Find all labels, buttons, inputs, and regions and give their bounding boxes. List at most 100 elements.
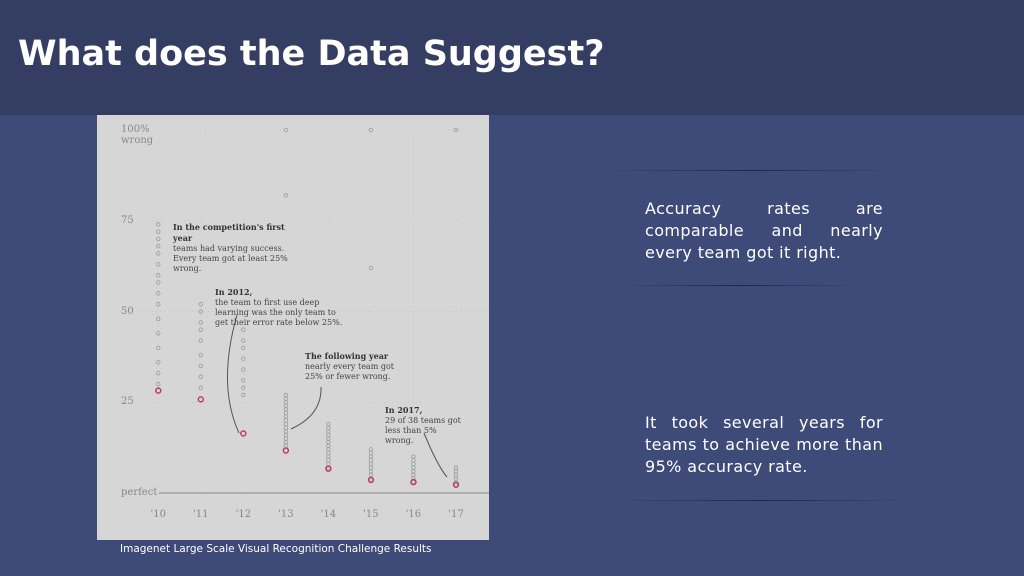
chart: [120, 127, 489, 494]
arrows: [227, 314, 448, 478]
title: What does the Data Suggest?: [18, 34, 605, 74]
annotation-bold: In the competition's first year: [173, 222, 285, 243]
point: [411, 469, 416, 474]
point: [197, 396, 205, 403]
annotation-bold: The following year: [305, 351, 389, 361]
point: [156, 381, 161, 387]
caption: Imagenet Large Scale Visual Recognition …: [120, 543, 432, 555]
point: [453, 469, 459, 474]
point: [368, 458, 374, 463]
annotation-text: teams had varying success. Every team go…: [173, 244, 288, 273]
header: [0, 0, 1024, 115]
x-tick-label: '10: [150, 509, 166, 520]
point: [241, 385, 246, 390]
point: [326, 421, 331, 427]
point: [156, 280, 161, 285]
x-tick-label: '12: [235, 509, 252, 520]
point: [198, 327, 204, 332]
point: [326, 454, 331, 459]
point: [156, 345, 161, 350]
point: [198, 352, 204, 358]
annotation: The following year nearly every team got …: [305, 351, 405, 382]
point: [368, 447, 374, 452]
arrow: [290, 386, 322, 430]
arrow: [227, 314, 240, 434]
point: [283, 418, 289, 423]
y-tick-label: 100% wrong: [121, 124, 154, 146]
point: [241, 367, 246, 372]
point: [282, 447, 290, 454]
point: [198, 309, 204, 314]
point: [368, 265, 374, 271]
point: [155, 387, 162, 394]
x-tick-label: '15: [363, 509, 379, 520]
annotation: In the competition's first year teams had…: [173, 222, 293, 274]
point: [368, 454, 374, 459]
point: [325, 465, 332, 472]
y-tick-label: 50: [121, 305, 134, 317]
point: [240, 430, 247, 437]
point: [452, 481, 460, 488]
point: [283, 127, 289, 133]
annotation-text: 29 of 38 teams got less than 5% wrong.: [385, 416, 461, 445]
point: [156, 371, 161, 376]
point: [283, 403, 289, 409]
x-tick-label: '11: [193, 509, 209, 520]
point: [156, 251, 161, 256]
point: [368, 127, 374, 133]
point: [156, 316, 161, 321]
note: Accuracy rates are comparable and nearly…: [645, 199, 883, 262]
point: [453, 127, 459, 133]
point: [410, 478, 417, 486]
point: [411, 454, 416, 459]
note: It took several years for teams to achie…: [645, 413, 883, 476]
point: [198, 363, 204, 369]
point: [156, 222, 161, 227]
y-tick-label: 25: [121, 396, 134, 408]
point: [156, 272, 161, 278]
divider: [615, 285, 865, 286]
x-tick-label: '14: [320, 509, 337, 520]
annotation-bold: In 2017,: [385, 405, 423, 415]
point: [241, 327, 246, 332]
x-tick-label: '13: [278, 509, 294, 520]
point: [241, 356, 246, 361]
arrow: [423, 432, 448, 478]
point: [283, 193, 289, 198]
point: [453, 465, 459, 470]
x-tick-label: '16: [405, 509, 422, 520]
annotation: In 2012, the team to first use deep learn…: [215, 287, 345, 328]
point: [241, 392, 246, 398]
point: [156, 302, 161, 307]
point: [198, 302, 204, 307]
annotation-bold: In 2012,: [215, 287, 253, 297]
point: [198, 320, 204, 325]
y-tick-label: perfect: [121, 487, 158, 498]
x-tick-label: '17: [448, 509, 464, 520]
point: [368, 469, 374, 474]
point: [156, 243, 161, 249]
divider: [612, 500, 912, 501]
chart-image: perfect 25 50 75 100% wrong '10 '11 '12 '13 '14 '1…: [97, 115, 489, 540]
point: [156, 360, 161, 365]
point: [326, 443, 331, 449]
point: [156, 236, 161, 242]
point: [156, 331, 161, 336]
point: [156, 262, 161, 267]
divider: [600, 170, 900, 171]
point: [411, 458, 416, 463]
annotation-text: nearly every team got 25% or fewer wrong…: [305, 362, 394, 381]
point: [241, 338, 246, 343]
point: [241, 378, 246, 383]
point: [367, 476, 375, 484]
point: [156, 229, 161, 234]
point: [283, 392, 289, 398]
point: [198, 338, 204, 343]
point: [156, 291, 161, 296]
point: [198, 385, 204, 390]
annotation: In 2017, 29 of 38 teams got less than 5% …: [385, 405, 467, 446]
annotation-text: the team to first use deep learning was …: [215, 298, 343, 327]
y-tick-label: 75: [121, 214, 134, 226]
point: [326, 458, 331, 463]
